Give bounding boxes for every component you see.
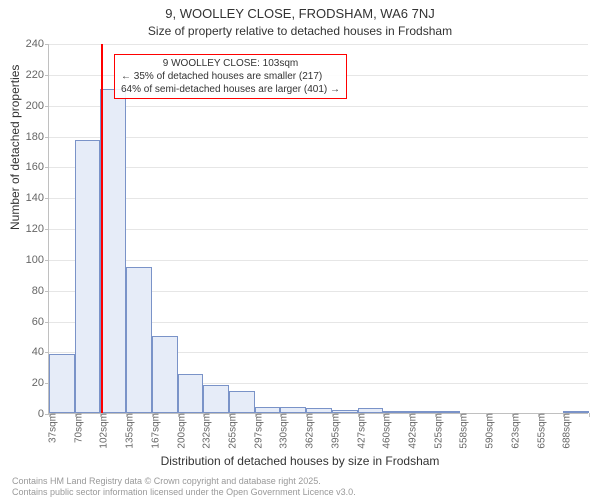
x-tick-label: 492sqm [406,413,419,449]
y-tick-label: 220 [26,69,49,81]
y-tick-label: 180 [26,131,49,143]
bar [126,267,152,413]
bar [75,140,101,413]
y-tick-label: 140 [26,192,49,204]
y-tick-label: 80 [32,285,49,297]
x-tick-label: 167sqm [148,413,161,449]
x-tick-label: 70sqm [71,413,84,443]
x-tick-label: 330sqm [277,413,290,449]
y-tick-label: 200 [26,100,49,112]
y-tick-label: 20 [32,377,49,389]
y-tick-label: 40 [32,346,49,358]
chart-container: { "chart": { "type": "histogram", "title… [0,0,600,500]
x-tick-mark [589,413,590,417]
x-tick-label: 37sqm [46,413,59,443]
y-tick-label: 240 [26,38,49,50]
bars [49,44,588,413]
x-tick-label: 102sqm [97,413,110,449]
x-tick-label: 558sqm [457,413,470,449]
x-tick-label: 688sqm [560,413,573,449]
y-tick-label: 100 [26,254,49,266]
x-tick-label: 135sqm [123,413,136,449]
bar [49,354,75,413]
x-tick-label: 655sqm [534,413,547,449]
attribution-line-2: Contains public sector information licen… [12,487,356,498]
annotation-line-2: ← 35% of detached houses are smaller (21… [121,70,340,83]
attribution: Contains HM Land Registry data © Crown c… [12,476,356,498]
y-tick-label: 120 [26,223,49,235]
plot-area: 02040608010012014016018020022024037sqm70… [48,44,588,414]
x-tick-label: 297sqm [251,413,264,449]
x-tick-label: 362sqm [303,413,316,449]
y-axis-label: Number of detached properties [8,65,22,230]
chart-subtitle: Size of property relative to detached ho… [0,24,600,38]
y-tick-label: 60 [32,316,49,328]
bar [178,374,204,413]
y-tick-label: 160 [26,161,49,173]
x-tick-label: 265sqm [226,413,239,449]
chart-title: 9, WOOLLEY CLOSE, FRODSHAM, WA6 7NJ [0,6,600,21]
bar [203,385,229,413]
bar [100,89,126,413]
bar [229,391,255,413]
x-tick-label: 395sqm [328,413,341,449]
marker-line [101,44,103,413]
annotation-line-3: 64% of semi-detached houses are larger (… [121,83,340,96]
x-axis-label: Distribution of detached houses by size … [0,454,600,468]
x-tick-label: 427sqm [354,413,367,449]
x-tick-label: 590sqm [483,413,496,449]
x-tick-label: 525sqm [431,413,444,449]
annotation-line-1: 9 WOOLLEY CLOSE: 103sqm [121,57,340,70]
x-tick-label: 232sqm [200,413,213,449]
annotation-box: 9 WOOLLEY CLOSE: 103sqm← 35% of detached… [114,54,347,99]
x-tick-label: 623sqm [508,413,521,449]
bar [152,336,178,413]
attribution-line-1: Contains HM Land Registry data © Crown c… [12,476,356,487]
x-tick-label: 460sqm [380,413,393,449]
x-tick-label: 200sqm [174,413,187,449]
